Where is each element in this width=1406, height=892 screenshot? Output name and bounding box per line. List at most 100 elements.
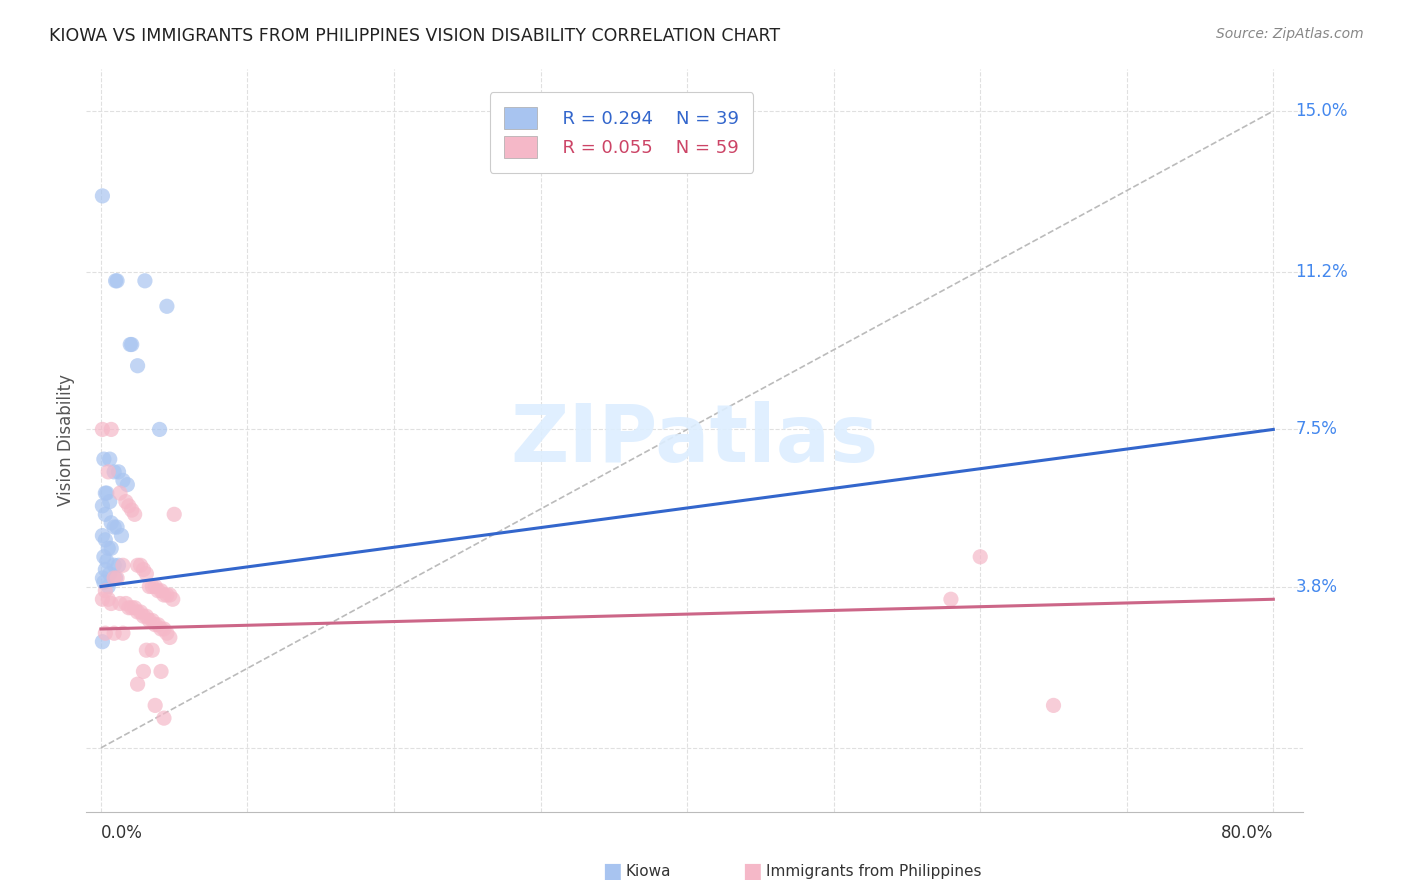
Point <box>105 571 128 585</box>
Point <box>156 626 179 640</box>
Point <box>105 274 128 288</box>
Point <box>91 528 114 542</box>
Point <box>94 583 117 598</box>
Point <box>121 600 143 615</box>
Text: 0.0%: 0.0% <box>101 824 143 842</box>
Point <box>159 631 181 645</box>
Point <box>100 422 122 436</box>
Point <box>91 422 114 436</box>
Text: Kiowa: Kiowa <box>626 864 671 879</box>
Legend:   R = 0.294    N = 39,   R = 0.055    N = 59: R = 0.294 N = 39, R = 0.055 N = 59 <box>489 93 754 172</box>
Text: 11.2%: 11.2% <box>1295 263 1348 281</box>
Point <box>120 337 142 351</box>
Text: 15.0%: 15.0% <box>1295 102 1348 120</box>
Point <box>132 562 155 576</box>
Point <box>93 452 115 467</box>
Point <box>103 465 125 479</box>
Point <box>141 580 163 594</box>
Point <box>135 566 157 581</box>
Point <box>121 337 143 351</box>
Point <box>118 600 141 615</box>
Point <box>100 597 122 611</box>
Point <box>138 580 160 594</box>
Point <box>939 592 962 607</box>
Point <box>97 465 120 479</box>
Point <box>129 605 152 619</box>
Point <box>98 566 121 581</box>
Point <box>143 617 166 632</box>
Y-axis label: Vision Disability: Vision Disability <box>58 374 75 506</box>
Point <box>134 274 156 288</box>
Text: Source: ZipAtlas.com: Source: ZipAtlas.com <box>1216 27 1364 41</box>
Point <box>107 465 129 479</box>
Text: KIOWA VS IMMIGRANTS FROM PHILIPPINES VISION DISABILITY CORRELATION CHART: KIOWA VS IMMIGRANTS FROM PHILIPPINES VIS… <box>49 27 780 45</box>
Point <box>107 558 129 573</box>
Point <box>111 474 134 488</box>
Point <box>94 508 117 522</box>
Point <box>163 508 186 522</box>
Point <box>108 486 131 500</box>
Point <box>162 592 184 607</box>
Point <box>91 499 114 513</box>
Text: ■: ■ <box>742 862 762 881</box>
Point <box>94 486 117 500</box>
Point <box>94 533 117 547</box>
Point <box>115 597 138 611</box>
Point <box>96 486 118 500</box>
Point <box>127 605 149 619</box>
Point <box>96 554 118 568</box>
Point <box>129 558 152 573</box>
Point <box>118 499 141 513</box>
Text: Immigrants from Philippines: Immigrants from Philippines <box>766 864 981 879</box>
Point <box>143 580 166 594</box>
Point <box>110 528 132 542</box>
Point <box>93 575 115 590</box>
Point <box>135 609 157 624</box>
Point <box>132 609 155 624</box>
Point <box>94 562 117 576</box>
Point <box>127 558 149 573</box>
Text: ZIPatlas: ZIPatlas <box>510 401 879 479</box>
Point <box>135 643 157 657</box>
Point <box>127 359 149 373</box>
Point <box>93 549 115 564</box>
Point <box>98 494 121 508</box>
Text: 7.5%: 7.5% <box>1295 420 1337 439</box>
Point <box>1042 698 1064 713</box>
Point <box>103 520 125 534</box>
Point <box>103 571 125 585</box>
Point <box>156 588 179 602</box>
Point <box>132 665 155 679</box>
Point <box>111 626 134 640</box>
Point <box>117 477 139 491</box>
Point <box>156 299 179 313</box>
Point <box>103 558 125 573</box>
Point <box>143 698 166 713</box>
Point <box>124 508 146 522</box>
Point <box>127 677 149 691</box>
Point <box>91 189 114 203</box>
Point <box>94 626 117 640</box>
Point <box>103 626 125 640</box>
Point <box>141 643 163 657</box>
Point <box>141 614 163 628</box>
Point <box>98 452 121 467</box>
Point <box>100 541 122 556</box>
Point <box>150 622 173 636</box>
Point <box>111 558 134 573</box>
Point <box>104 274 127 288</box>
Point <box>124 600 146 615</box>
Point <box>146 583 169 598</box>
Point <box>159 588 181 602</box>
Point <box>153 588 176 602</box>
Point <box>108 597 131 611</box>
Point <box>97 541 120 556</box>
Point <box>121 503 143 517</box>
Point <box>146 617 169 632</box>
Point <box>104 571 127 585</box>
Point <box>91 571 114 585</box>
Point <box>91 592 114 607</box>
Text: 80.0%: 80.0% <box>1220 824 1274 842</box>
Point <box>100 516 122 530</box>
Point <box>148 422 170 436</box>
